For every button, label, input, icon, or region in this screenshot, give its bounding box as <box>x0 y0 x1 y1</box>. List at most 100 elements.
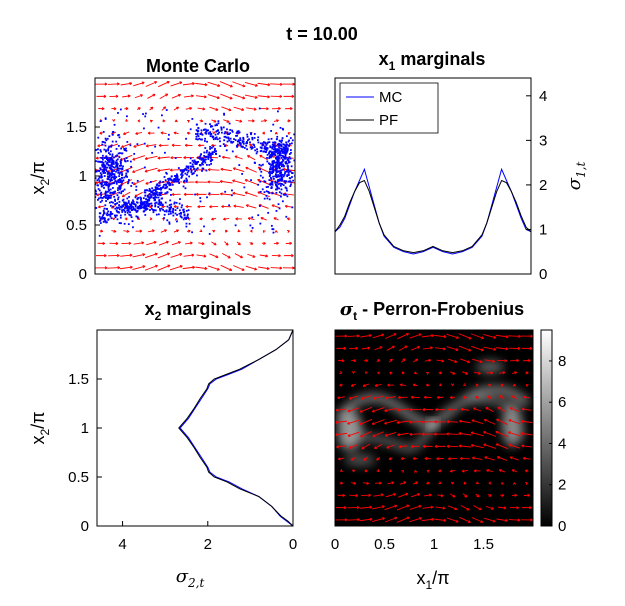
mc-point <box>121 181 123 184</box>
mc-point <box>192 161 195 164</box>
mc-point <box>185 225 188 228</box>
mc-point <box>123 201 125 204</box>
mc-point <box>108 164 111 167</box>
mc-point <box>274 154 277 157</box>
mc-point <box>290 165 293 168</box>
mc-point <box>291 172 294 175</box>
pf-xlabel: x1/π <box>416 568 449 592</box>
mc-point <box>265 144 268 146</box>
pf-arrowhead <box>348 396 352 400</box>
mc-point <box>176 177 179 180</box>
mc-point <box>223 139 226 142</box>
mc-arrowhead <box>142 265 146 269</box>
mc-point <box>131 182 134 184</box>
pf-arrowhead <box>384 433 388 437</box>
pf-arrowhead <box>368 333 372 338</box>
mc-point <box>274 175 276 178</box>
mc-arrow <box>260 119 267 122</box>
pf-arrowhead <box>396 408 400 412</box>
mc-point <box>268 183 271 186</box>
mc-point <box>296 164 298 166</box>
mc-arrowhead <box>141 81 145 85</box>
pf-arrowhead <box>362 384 366 388</box>
mc-point <box>160 187 163 190</box>
mc-arrowhead <box>279 266 283 270</box>
mc-point <box>108 135 111 138</box>
pf-arrowhead <box>525 384 529 388</box>
mc-point <box>101 154 104 157</box>
mc-point <box>236 134 239 137</box>
mc-point <box>182 169 185 172</box>
mc-arrowhead <box>216 96 220 100</box>
pf-arrowhead <box>410 444 414 449</box>
mc-point <box>269 163 271 166</box>
mc-point <box>165 184 167 187</box>
mc-point <box>240 145 243 148</box>
mc-point <box>111 133 114 136</box>
mc-arrowhead <box>215 107 219 111</box>
mc-point <box>233 138 235 141</box>
pf-arrowhead <box>450 481 455 485</box>
mc-point <box>149 209 151 211</box>
mc-point <box>236 140 239 143</box>
mc-point <box>246 148 248 151</box>
mc-point <box>279 147 282 150</box>
mc-point <box>153 192 156 195</box>
pf-arrow <box>434 334 447 338</box>
mc-arrow <box>97 144 105 147</box>
mc-point <box>125 205 128 208</box>
mc-point <box>285 145 288 148</box>
mc-point <box>112 187 114 189</box>
mc-point <box>188 175 191 178</box>
mc-arrowhead <box>212 229 216 233</box>
mc-arrow <box>219 180 233 184</box>
mc-arrowhead <box>97 144 101 148</box>
mc-point <box>280 161 283 164</box>
mc-point <box>129 207 132 210</box>
mc-arrowhead <box>173 205 177 209</box>
mc-point <box>194 170 197 173</box>
mc-point <box>111 159 114 162</box>
pf-arrow <box>523 396 530 399</box>
mc-point <box>127 208 130 211</box>
pf-cbar-tick-label: 8 <box>558 353 566 370</box>
mc-point <box>284 157 287 160</box>
mc-point <box>110 174 113 177</box>
mc-point <box>89 176 91 178</box>
mc-point <box>187 209 190 212</box>
pf-arrowhead <box>406 516 410 520</box>
mc-point <box>239 143 242 146</box>
pf-arrow <box>472 358 483 363</box>
mc-point <box>206 149 208 152</box>
pf-arrowhead <box>337 457 341 461</box>
mc-point <box>273 148 275 151</box>
mc-point <box>279 184 282 187</box>
mc-point <box>202 163 204 166</box>
mc-point <box>266 197 269 200</box>
mc-point <box>154 209 157 212</box>
mc-arrowhead <box>245 166 249 170</box>
mc-point <box>101 158 104 161</box>
mc-point <box>261 176 264 179</box>
mc-point <box>242 145 244 148</box>
mc-point <box>209 125 212 128</box>
mc-point <box>108 189 111 192</box>
mc-point <box>197 135 200 138</box>
mc-arrow <box>209 253 219 258</box>
mc-point <box>179 198 181 201</box>
mc-point <box>112 162 115 165</box>
pf-arrowhead <box>455 519 459 523</box>
mc-arrowhead <box>144 169 148 173</box>
mc-point <box>192 166 195 168</box>
mc-point <box>257 141 260 144</box>
mc-point <box>104 137 107 140</box>
mc-point <box>205 132 208 135</box>
pf-arrow <box>374 443 383 449</box>
mc-point <box>100 185 103 188</box>
mc-point <box>103 166 105 168</box>
mc-point <box>266 142 269 145</box>
mc-arrow <box>222 252 231 259</box>
mc-arrowhead <box>171 192 175 197</box>
mc-point <box>97 188 100 190</box>
mc-arrowhead <box>162 119 166 123</box>
